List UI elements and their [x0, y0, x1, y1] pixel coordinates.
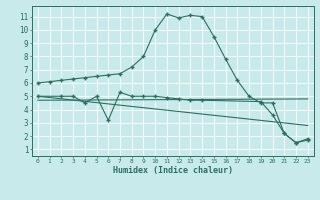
X-axis label: Humidex (Indice chaleur): Humidex (Indice chaleur) [113, 166, 233, 175]
